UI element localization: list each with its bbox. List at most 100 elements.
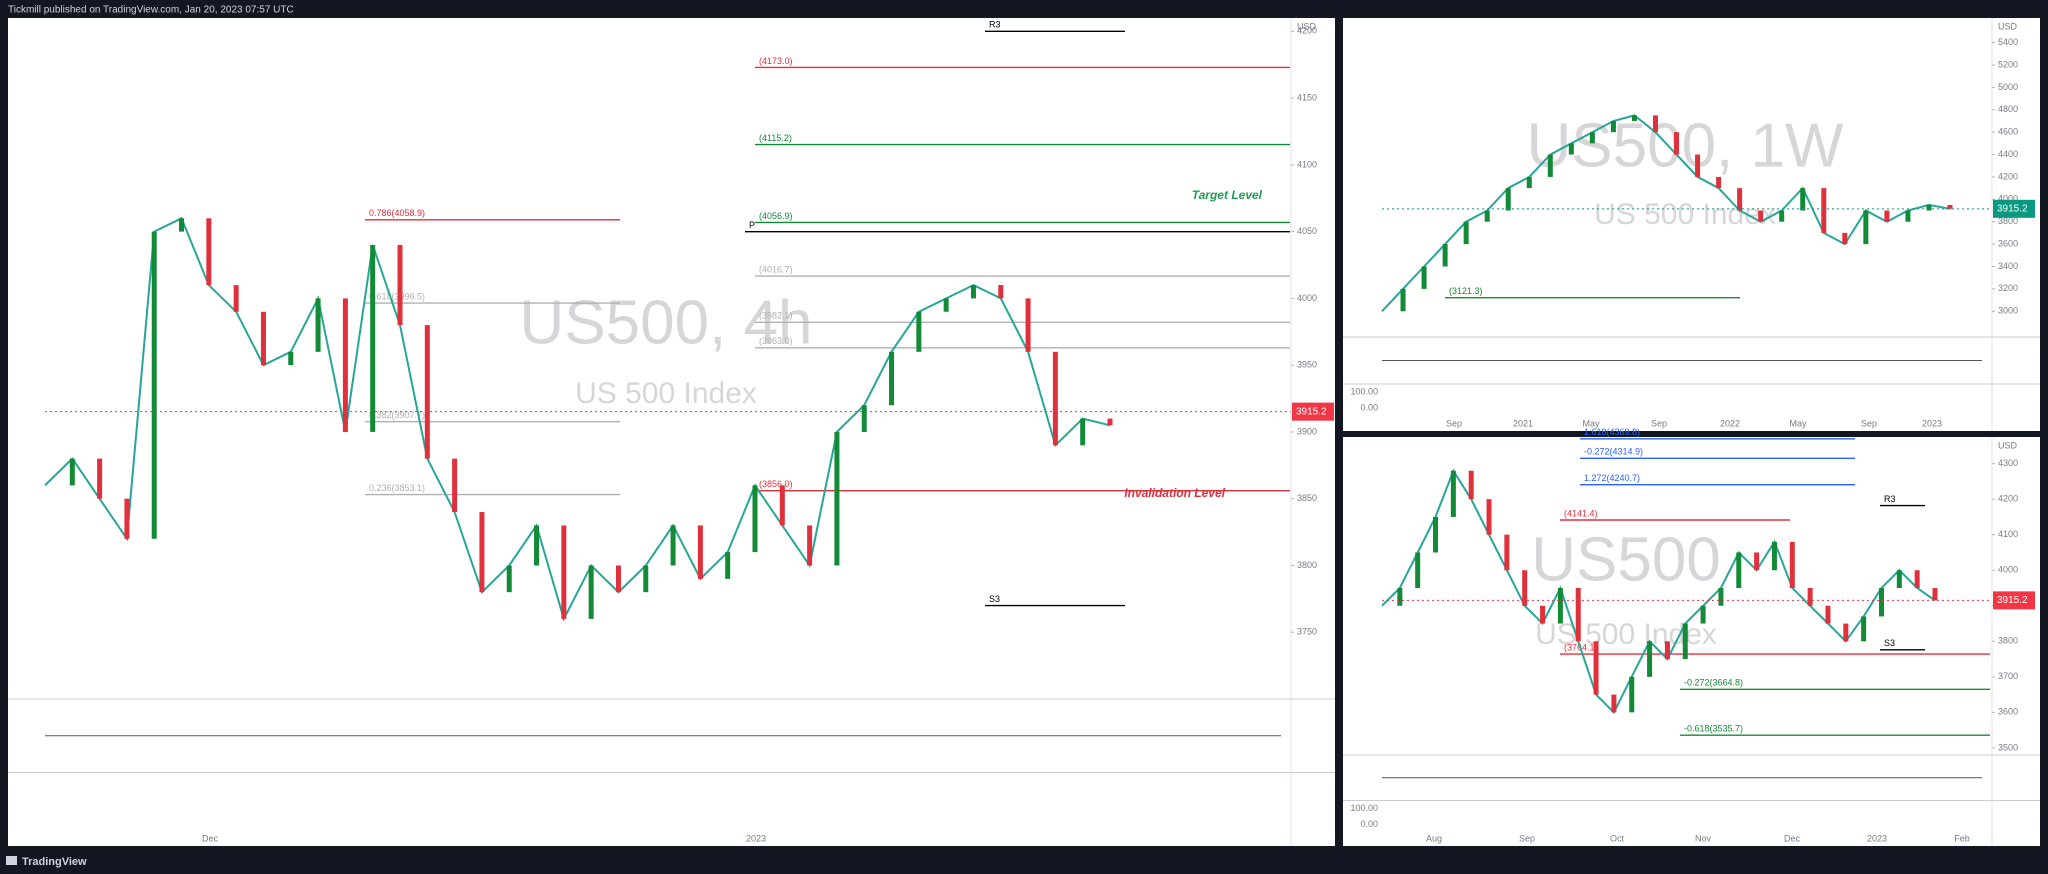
candle-body — [1468, 470, 1474, 500]
candle-body — [889, 351, 895, 406]
current-price-value: 3915.2 — [1296, 406, 1327, 417]
level-label: 0.236(3853.1) — [369, 483, 425, 493]
candle-body — [288, 351, 294, 366]
candle-body — [1771, 541, 1777, 571]
y-tick-label: 5400 — [1998, 37, 2018, 47]
footer-brand: TradingView — [22, 856, 87, 868]
candle-body — [1914, 570, 1920, 589]
candle-body — [1080, 418, 1086, 446]
candle-body — [1484, 210, 1490, 222]
y-tick-label: 4100 — [1297, 159, 1317, 169]
candle-body — [1540, 605, 1546, 624]
candle-body — [1442, 244, 1448, 267]
level-label: (4056.9) — [759, 211, 793, 221]
x-tick-label: Oct — [1610, 833, 1625, 843]
level-label: S3 — [989, 594, 1000, 604]
x-tick-label: Sep — [1861, 418, 1877, 428]
candle-body — [124, 498, 130, 539]
candle-body — [697, 525, 703, 579]
current-price-value: 3915.2 — [1997, 203, 2028, 214]
candle-body — [97, 458, 103, 499]
current-price-tag — [1292, 402, 1334, 421]
level-label: (3856.0) — [759, 479, 793, 489]
candle-body — [1779, 210, 1785, 222]
level-label: (4173.0) — [759, 56, 793, 66]
candle-body — [534, 525, 540, 566]
candle-body — [1486, 499, 1492, 535]
candle-body — [1878, 588, 1884, 617]
candle-body — [1695, 154, 1701, 177]
candle-body — [1716, 176, 1722, 189]
x-tick-label: 2023 — [1867, 833, 1887, 843]
candle-body — [1593, 641, 1599, 695]
candle-body — [1674, 132, 1680, 155]
current-price-tag — [1993, 199, 2035, 218]
x-tick-label: Sep — [1519, 833, 1535, 843]
candle-body — [69, 458, 75, 486]
candle-body — [1504, 534, 1510, 571]
candle-body — [725, 552, 731, 579]
candle-body — [807, 525, 813, 566]
current-price-value: 3915.2 — [1997, 595, 2028, 606]
chart-panel — [8, 18, 1335, 846]
level-label: (3121.3) — [1449, 286, 1483, 296]
candle-body — [1107, 418, 1113, 426]
publish-header: Tickmill published on TradingView.com, J… — [8, 5, 294, 16]
candle-body — [1737, 188, 1743, 211]
candle-body — [752, 485, 758, 553]
current-price-tag — [1993, 591, 2035, 610]
y-tick-label: 5000 — [1998, 82, 2018, 92]
y-tick-label: 4300 — [1998, 458, 2018, 468]
level-label: (3982.1) — [759, 311, 793, 321]
level-label: -0.272(4314.9) — [1584, 447, 1643, 457]
candle-body — [861, 405, 867, 432]
candle-body — [1052, 351, 1058, 446]
y-tick-label: 4050 — [1297, 226, 1317, 236]
x-tick-label: Sep — [1651, 418, 1667, 428]
candle-body — [916, 311, 922, 352]
candle-body — [1825, 605, 1831, 624]
chart-panel — [1343, 18, 2040, 431]
candle-body — [1610, 120, 1616, 133]
brand-logo — [6, 856, 17, 865]
candle-body — [998, 285, 1004, 299]
candle-body — [1450, 470, 1456, 517]
candle-body — [1884, 210, 1890, 222]
candle-body — [1433, 516, 1439, 553]
annotation: Target Level — [1192, 188, 1263, 202]
x-tick-label: 2023 — [1922, 418, 1942, 428]
candle-body — [1842, 232, 1848, 245]
x-tick-label: 2022 — [1720, 418, 1740, 428]
currency-label: USD — [1998, 440, 2018, 450]
indicator-axis-label: 100.00 — [1350, 803, 1378, 813]
candle-body — [1843, 623, 1849, 642]
candle-body — [1421, 266, 1427, 289]
candle-body — [260, 311, 266, 366]
indicator-axis-label: 100.00 — [1350, 386, 1378, 396]
candle-body — [1505, 188, 1511, 211]
candle-body — [834, 431, 840, 566]
x-tick-label: Feb — [1954, 833, 1970, 843]
level-label: R3 — [1884, 494, 1896, 504]
candle-body — [1807, 588, 1813, 606]
y-tick-label: 3800 — [1998, 216, 2018, 226]
y-tick-label: 3800 — [1297, 560, 1317, 570]
level-label: 0.786(4058.9) — [369, 208, 425, 218]
currency-label: USD — [1297, 21, 1317, 31]
candle-body — [1631, 115, 1637, 121]
candle-body — [1629, 676, 1635, 713]
level-label: 0.618(3996.5) — [369, 291, 425, 301]
y-tick-label: 3400 — [1998, 261, 2018, 271]
candle-body — [1863, 210, 1869, 245]
candle-body — [1568, 143, 1574, 155]
candle-body — [588, 565, 594, 619]
candle-body — [1800, 188, 1806, 211]
indicator-axis-label: 0.00 — [1360, 402, 1378, 412]
candle-body — [615, 565, 621, 593]
candle-body — [1821, 188, 1827, 233]
currency-label: USD — [1998, 21, 2018, 31]
candle-body — [643, 565, 649, 593]
y-tick-label: 3800 — [1998, 636, 2018, 646]
